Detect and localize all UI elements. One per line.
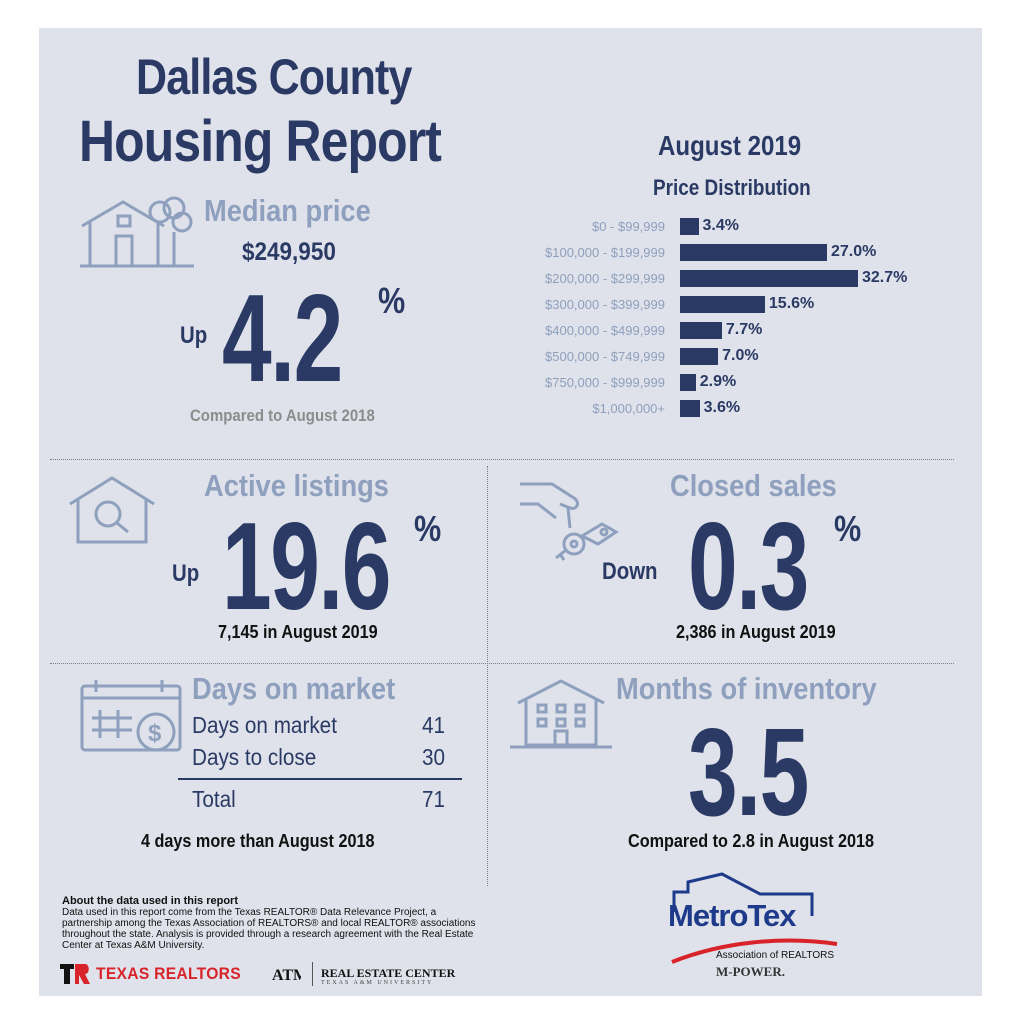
months-inventory-value: 3.5 xyxy=(688,704,809,842)
months-inventory-comparison: Compared to 2.8 in August 2018 xyxy=(628,831,875,851)
median-price-change: 4.2 xyxy=(222,270,343,408)
median-price-pct-symbol: % xyxy=(378,280,406,321)
about-title: About the data used in this report xyxy=(62,895,239,907)
median-price-direction: Up xyxy=(180,322,208,349)
dom-total-rule xyxy=(178,778,462,780)
bar-label-0: $0 - $99,999 xyxy=(591,219,665,234)
hand-keys-icon xyxy=(516,474,624,566)
svg-text:$: $ xyxy=(148,720,162,747)
house-tree-icon xyxy=(78,196,196,268)
active-listings-direction: Up xyxy=(172,560,200,587)
house-search-icon xyxy=(66,474,158,546)
metrotex-wordmark: MetroTex xyxy=(668,898,797,933)
bar-value-0: 3.4% xyxy=(702,217,739,234)
texas-realtors-logo-text: TEXAS REALTORS xyxy=(96,964,241,983)
dom-total-value: 71 xyxy=(422,786,446,812)
price-distribution-title: Price Distribution xyxy=(653,175,811,200)
real-estate-center-sub: TEXAS A&M UNIVERSITY xyxy=(321,980,434,986)
bar-label-1: $100,000 - $199,999 xyxy=(545,245,665,260)
divider-top xyxy=(50,459,954,460)
active-listings-change: 19.6 xyxy=(222,498,391,636)
bar-6 xyxy=(680,374,696,391)
bar-value-4: 7.7% xyxy=(725,321,763,338)
bar-label-7: $1,000,000+ xyxy=(592,401,665,416)
closed-sales-detail: 2,386 in August 2019 xyxy=(676,622,836,642)
median-price-value: $249,950 xyxy=(242,238,336,266)
dom-row-label-0: Days on market xyxy=(192,712,337,738)
texas-realtors-logo-icon xyxy=(60,964,90,984)
bar-label-3: $300,000 - $399,999 xyxy=(545,297,665,312)
bar-5 xyxy=(680,348,719,365)
report-period: August 2019 xyxy=(658,130,802,161)
bar-label-5: $500,000 - $749,999 xyxy=(545,349,665,364)
mpower-text: M-POWER. xyxy=(716,964,785,979)
bar-value-2: 32.7% xyxy=(862,269,908,286)
real-estate-center-text: REAL ESTATE CENTER xyxy=(321,966,456,980)
days-on-market-heading: Days on market xyxy=(192,671,396,706)
dom-row-label-1: Days to close xyxy=(192,744,317,770)
tamu-logo-icon: ATM xyxy=(271,962,308,986)
report-panel xyxy=(39,28,982,996)
months-inventory-heading: Months of inventory xyxy=(616,671,877,706)
metrotex-logo-text: MetroTex xyxy=(668,898,797,934)
bar-label-6: $750,000 - $999,999 xyxy=(545,375,665,390)
bar-value-6: 2.9% xyxy=(699,373,737,390)
bar-2 xyxy=(680,270,858,287)
bar-0 xyxy=(680,218,699,235)
bar-value-7: 3.6% xyxy=(703,399,741,416)
about-text: Data used in this report come from the T… xyxy=(62,907,476,951)
bar-value-3: 15.6% xyxy=(768,295,815,312)
active-listings-detail: 7,145 in August 2019 xyxy=(218,622,378,642)
bar-value-5: 7.0% xyxy=(722,347,759,364)
report-title-line1: Dallas County xyxy=(136,49,412,105)
closed-sales-direction: Down xyxy=(602,558,658,585)
closed-sales-heading: Closed sales xyxy=(670,468,837,503)
active-listings-pct-symbol: % xyxy=(414,508,442,549)
median-price-heading: Median price xyxy=(204,193,371,228)
dom-comparison: 4 days more than August 2018 xyxy=(141,831,375,851)
report-title-line2: Housing Report xyxy=(79,109,442,174)
bar-4 xyxy=(680,322,722,339)
divider-middle xyxy=(50,663,954,664)
bar-3 xyxy=(680,296,765,313)
dom-row-value-1: 30 xyxy=(422,744,446,770)
rec-logo-divider xyxy=(312,962,313,986)
building-icon xyxy=(508,677,614,751)
bar-label-4: $400,000 - $499,999 xyxy=(545,323,665,338)
dom-total-label: Total xyxy=(192,786,236,812)
bar-7 xyxy=(680,400,700,417)
bar-label-2: $200,000 - $299,999 xyxy=(545,271,665,286)
closed-sales-change: 0.3 xyxy=(688,498,809,636)
active-listings-heading: Active listings xyxy=(204,468,389,503)
dom-row-value-0: 41 xyxy=(422,712,446,738)
divider-vertical xyxy=(487,466,488,886)
calendar-dollar-icon: $ xyxy=(78,678,184,758)
svg-text:ATM: ATM xyxy=(272,967,301,984)
median-price-comparison: Compared to August 2018 xyxy=(190,406,375,425)
metrotex-sub: Association of REALTORS xyxy=(716,950,835,961)
bar-1 xyxy=(680,244,827,261)
metrotex-roof-icon xyxy=(662,872,852,972)
bar-value-1: 27.0% xyxy=(830,243,877,260)
closed-sales-pct-symbol: % xyxy=(834,508,862,549)
